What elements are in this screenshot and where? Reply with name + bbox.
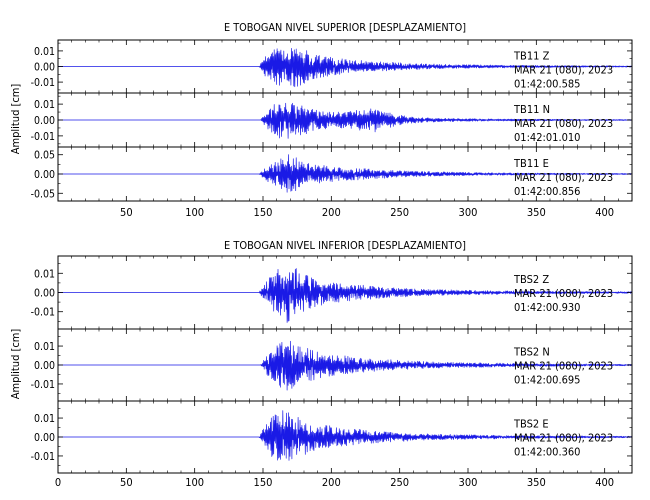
waveform-trace xyxy=(58,102,632,139)
date-label: MAR 21 (080), 2023 xyxy=(514,117,613,130)
station-label: TB11 E xyxy=(513,157,549,170)
y-tick-label: -0.01 xyxy=(31,77,55,89)
date-label: MAR 21 (080), 2023 xyxy=(514,360,613,373)
waveform-trace xyxy=(58,340,632,391)
x-tick-label: 100 xyxy=(185,476,204,489)
waveform-trace xyxy=(58,268,632,323)
time-label: 01:42:01.010 xyxy=(514,131,580,144)
x-tick-label: 150 xyxy=(254,476,273,489)
x-tick-label: 250 xyxy=(390,476,409,489)
y-tick-label: 0.05 xyxy=(34,150,55,162)
lower-level-plot: E TOBOGAN NIVEL INFERIOR [DESPLAZAMIENTO… xyxy=(9,239,633,489)
y-tick-label: -0.01 xyxy=(31,379,55,391)
upper-level-plot: E TOBOGAN NIVEL SUPERIOR [DESPLAZAMIENTO… xyxy=(9,21,633,219)
y-tick-label: 0.00 xyxy=(34,360,55,372)
x-tick-label: 200 xyxy=(322,206,341,219)
y-tick-label: -0.01 xyxy=(31,451,55,463)
y-tick-label: 0.01 xyxy=(34,46,55,58)
y-tick-label: -0.01 xyxy=(31,131,55,143)
x-tick-label: 200 xyxy=(322,476,341,489)
y-tick-label: 0.01 xyxy=(34,413,55,425)
waveform-trace xyxy=(58,154,632,193)
y-tick-label: 0.00 xyxy=(34,169,55,181)
time-label: 01:42:00.585 xyxy=(514,78,580,91)
y-tick-label: 0.00 xyxy=(34,288,55,300)
station-label: TB11 Z xyxy=(513,50,550,63)
station-label: TB11 N xyxy=(513,103,550,116)
station-label: TBS2 N xyxy=(513,346,550,359)
time-label: 01:42:00.360 xyxy=(514,446,580,459)
station-label: TBS2 Z xyxy=(513,273,549,286)
x-tick-label: 150 xyxy=(254,206,273,219)
y-axis-label: Amplitud [cm] xyxy=(9,329,22,400)
x-tick-label: 300 xyxy=(459,206,478,219)
x-tick-label: 50 xyxy=(120,206,133,219)
waveform-trace xyxy=(58,410,632,461)
chart-title: E TOBOGAN NIVEL INFERIOR [DESPLAZAMIENTO… xyxy=(224,239,466,252)
y-tick-label: 0.00 xyxy=(34,115,55,127)
station-label: TBS2 E xyxy=(513,418,549,431)
y-tick-label: 0.01 xyxy=(34,341,55,353)
y-axis-label: Amplitud [cm] xyxy=(9,84,22,155)
time-label: 01:42:00.930 xyxy=(514,301,580,314)
x-tick-label: 400 xyxy=(595,206,614,219)
date-label: MAR 21 (080), 2023 xyxy=(514,432,613,445)
y-tick-label: 0.00 xyxy=(34,432,55,444)
x-tick-label: 400 xyxy=(595,476,614,489)
x-tick-label: 100 xyxy=(185,206,204,219)
x-tick-label: 350 xyxy=(527,476,546,489)
waveform-trace xyxy=(58,48,632,88)
x-tick-label: 0 xyxy=(55,476,61,489)
y-tick-label: 0.01 xyxy=(34,99,55,111)
y-tick-label: -0.05 xyxy=(31,188,55,200)
x-tick-label: 350 xyxy=(527,206,546,219)
x-tick-label: 300 xyxy=(459,476,478,489)
time-label: 01:42:00.856 xyxy=(514,185,580,198)
x-tick-label: 250 xyxy=(390,206,409,219)
time-label: 01:42:00.695 xyxy=(514,374,580,387)
date-label: MAR 21 (080), 2023 xyxy=(514,171,613,184)
chart-title: E TOBOGAN NIVEL SUPERIOR [DESPLAZAMIENTO… xyxy=(224,21,466,34)
x-tick-label: 50 xyxy=(120,476,133,489)
y-tick-label: -0.01 xyxy=(31,307,55,319)
date-label: MAR 21 (080), 2023 xyxy=(514,287,613,300)
y-tick-label: 0.00 xyxy=(34,62,55,74)
date-label: MAR 21 (080), 2023 xyxy=(514,64,613,77)
y-tick-label: 0.01 xyxy=(34,268,55,280)
